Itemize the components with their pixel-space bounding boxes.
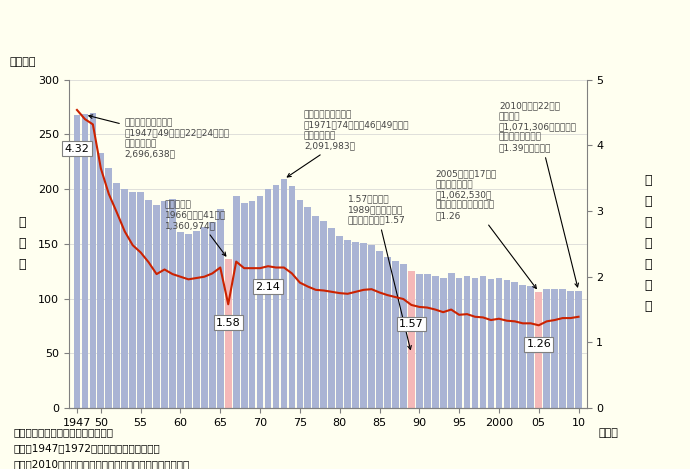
Bar [74,115,80,408]
Bar [273,185,279,408]
Bar [265,189,271,408]
Bar [169,198,176,408]
Text: 1.57ショック
1989（平成元）年
合計特殊出生率1.57: 1.57ショック 1989（平成元）年 合計特殊出生率1.57 [348,195,411,349]
Bar [217,209,224,408]
Bar [408,272,415,408]
Bar [392,261,399,408]
Bar [209,221,216,408]
Bar [97,152,104,408]
Text: 1.58: 1.58 [216,318,241,328]
Bar [248,201,255,408]
Text: 2005（平成17）年
・最低の出生数
　1,062,530人
・最低の合計特殊出生率
　1.26: 2005（平成17）年 ・最低の出生数 1,062,530人 ・最低の合計特殊出… [435,169,536,288]
Bar [297,200,304,408]
Bar [495,278,502,408]
Bar [313,216,319,408]
Bar [90,113,97,408]
Text: 第２次ベビーブーム
（1971～74（昭和46～49）年）
最高の出生数
2,091,983人: 第２次ベビーブーム （1971～74（昭和46～49）年） 最高の出生数 2,0… [287,110,409,177]
Bar [241,203,248,408]
Bar [511,282,518,408]
Bar [520,285,526,408]
Bar [121,189,128,408]
Bar [81,113,88,408]
Bar [551,289,558,408]
Bar [225,259,232,408]
Bar [432,277,439,408]
Bar [376,251,383,408]
Bar [201,227,208,408]
Bar [400,264,407,408]
Text: 2010（平成22）年
・出生数
　1,071,306人（概数）
・合計特殊出生率
　1.39（概数値）: 2010（平成22）年 ・出生数 1,071,306人（概数） ・合計特殊出生率… [499,102,578,287]
Bar [137,192,144,408]
Bar [575,291,582,408]
Text: 4.32: 4.32 [65,144,90,154]
Bar [233,196,239,408]
Text: 2010年の出生数及び合計特殊出生率は概数である。: 2010年の出生数及び合計特殊出生率は概数である。 [14,459,190,469]
Bar [424,274,431,408]
Bar [161,201,168,408]
Bar [416,274,423,408]
Bar [368,245,375,408]
Bar [106,168,112,408]
Bar [320,221,327,408]
Bar [145,200,152,408]
Bar [113,183,120,408]
Bar [543,288,550,408]
Text: 資料：厚生労働省「人口動態統計」: 資料：厚生労働省「人口動態統計」 [14,427,114,437]
Bar [336,236,343,408]
Bar [304,207,311,408]
Text: （万人）: （万人） [9,57,36,67]
Text: 2.14: 2.14 [255,281,280,292]
Bar [153,205,160,408]
Bar [455,278,462,408]
Text: （年）: （年） [598,428,618,438]
Bar [129,192,136,408]
Text: 合
計
特
殊
出
生
率: 合 計 特 殊 出 生 率 [645,174,652,313]
Bar [488,279,494,408]
Bar [185,234,192,408]
Text: 第１次ベビーブーム
（1947～49（昭和22～24）年）
最高の出生数
2,696,638人: 第１次ベビーブーム （1947～49（昭和22～24）年） 最高の出生数 2,6… [89,115,230,158]
Bar [288,186,295,408]
Bar [567,291,574,408]
Bar [472,278,478,408]
Bar [448,272,455,408]
Bar [464,276,471,408]
Bar [504,280,511,408]
Bar [480,276,486,408]
Bar [352,242,359,408]
Text: 1.26: 1.26 [526,340,551,349]
Bar [440,278,446,408]
Bar [281,179,287,408]
Bar [384,257,391,408]
Bar [193,231,200,408]
Bar [177,232,184,408]
Text: 1.57: 1.57 [399,319,424,329]
Bar [527,287,534,408]
Text: 出
生
数: 出 生 数 [19,216,26,272]
Bar [559,288,566,408]
Text: 注：1947～1972年は沖縄県を含まない。: 注：1947～1972年は沖縄県を含まない。 [14,443,161,453]
Bar [328,228,335,408]
Bar [257,197,264,408]
Bar [535,292,542,408]
Bar [344,240,351,408]
Text: ひのえうま
1966（昭和41）年
1,360,974人: ひのえうま 1966（昭和41）年 1,360,974人 [164,200,226,256]
Bar [360,243,367,408]
